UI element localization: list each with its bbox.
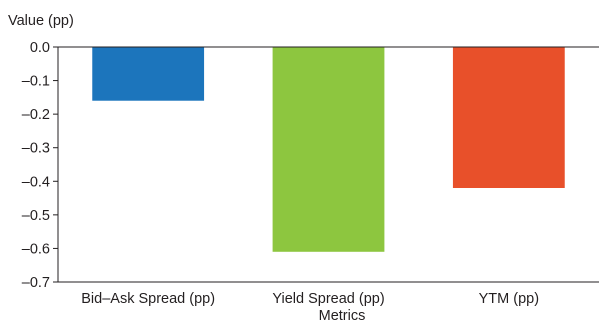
- y-axis-ticks: 0.0 –0.1 –0.2 –0.3 –0.4 –0.5 –0.6 –0.7: [22, 40, 58, 291]
- y-tick-label: –0.5: [22, 208, 50, 224]
- x-tick-label: Bid–Ask Spread (pp): [81, 291, 215, 307]
- x-tick-label: YTM (pp): [479, 291, 539, 307]
- axes: [57, 46, 599, 283]
- y-tick-label: –0.6: [22, 241, 50, 257]
- x-axis-title: Metrics: [319, 308, 366, 324]
- x-tick-label: Yield Spread (pp): [272, 291, 384, 307]
- y-tick-label: –0.4: [22, 174, 50, 190]
- bar: [452, 47, 565, 188]
- y-tick-label: –0.7: [22, 275, 50, 291]
- bar: [92, 47, 205, 101]
- bars: [92, 47, 565, 252]
- bar: [272, 47, 385, 252]
- x-axis-ticks: Bid–Ask Spread (pp) Yield Spread (pp) YTM …: [81, 291, 539, 307]
- y-tick-label: 0.0: [30, 40, 50, 56]
- y-tick-label: –0.1: [22, 74, 50, 90]
- y-tick-label: –0.2: [22, 107, 50, 123]
- y-tick-label: –0.3: [22, 141, 50, 157]
- y-axis-title: Value (pp): [8, 13, 74, 29]
